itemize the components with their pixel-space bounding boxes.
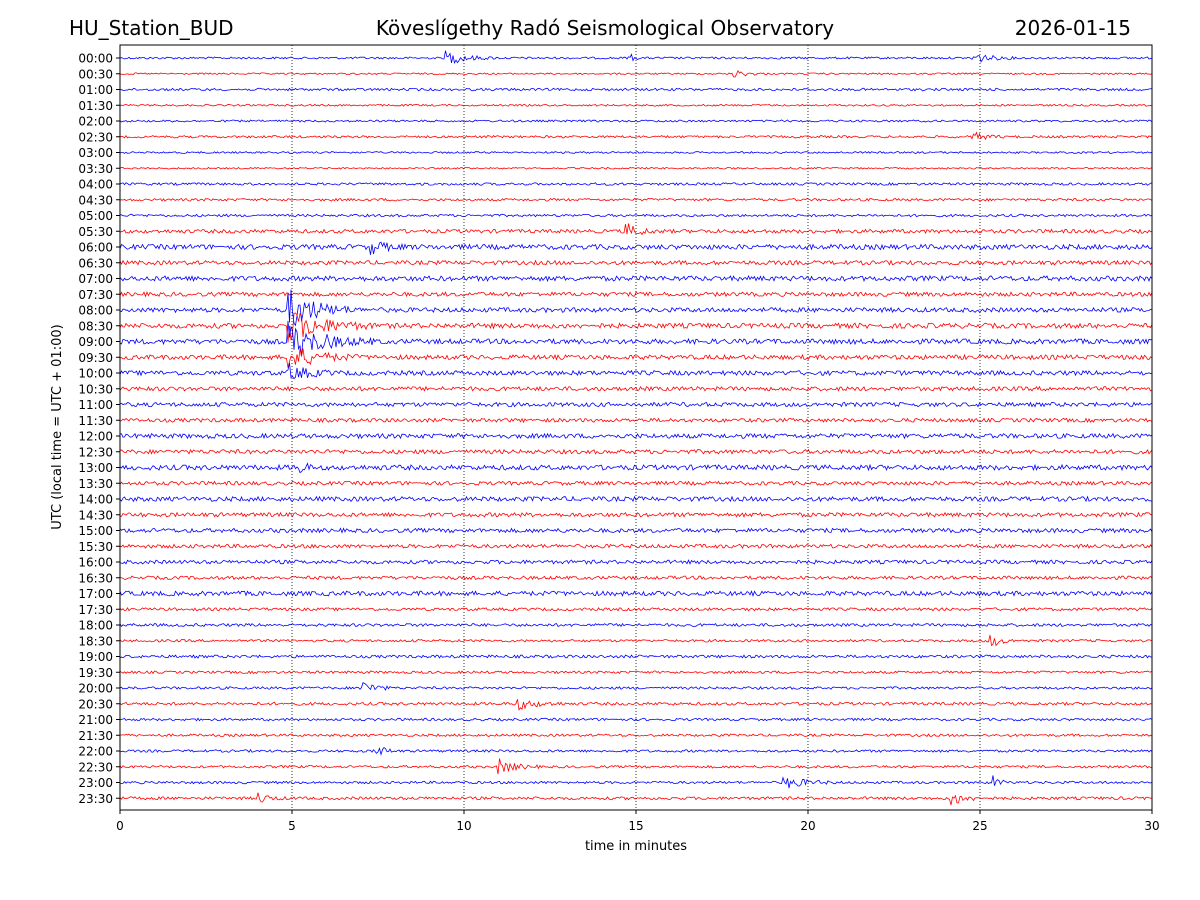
y-tick-label: 16:30 <box>78 571 113 585</box>
trace-1900 <box>119 654 1153 659</box>
trace-0000 <box>119 50 1153 65</box>
y-tick-label: 10:30 <box>78 382 113 396</box>
y-tick-label: 07:30 <box>78 288 113 302</box>
trace-1430 <box>119 511 1152 518</box>
y-tick-label: 17:30 <box>78 603 113 617</box>
y-tick-label: 19:00 <box>78 650 113 664</box>
x-tick-label: 5 <box>288 819 296 833</box>
y-tick-label: 17:00 <box>78 587 113 601</box>
trace-1000 <box>119 362 1153 380</box>
gridline-layer <box>291 45 981 810</box>
trace-0630 <box>119 259 1153 266</box>
y-tick-label: 05:30 <box>78 225 113 239</box>
x-tick-label: 15 <box>628 819 643 833</box>
trace-0430 <box>119 197 1153 202</box>
trace-2100 <box>119 717 1153 722</box>
y-tick-label: 20:30 <box>78 697 113 711</box>
x-tick-label: 20 <box>800 819 815 833</box>
trace-1200 <box>119 432 1153 440</box>
y-tick-label: 18:30 <box>78 634 113 648</box>
y-tick-label: 09:00 <box>78 335 113 349</box>
x-tick-label: 0 <box>116 819 124 833</box>
trace-2000 <box>119 682 1153 691</box>
y-tick-label: 13:00 <box>78 461 113 475</box>
x-tick-label: 25 <box>972 819 987 833</box>
y-tick-label: 10:00 <box>78 367 113 381</box>
date-title: 2026-01-15 <box>1015 16 1131 40</box>
y-tick-label: 00:30 <box>78 67 113 81</box>
y-tick-label: 04:30 <box>78 193 113 207</box>
station-title: HU_Station_BUD <box>69 16 234 40</box>
y-tick-label: 23:00 <box>78 776 113 790</box>
y-tick-label: 14:00 <box>78 493 113 507</box>
y-tick-label: 08:30 <box>78 319 113 333</box>
y-tick-label: 21:00 <box>78 713 113 727</box>
y-tick-label: 06:30 <box>78 256 113 270</box>
y-tick-label: 06:00 <box>78 241 113 255</box>
observatory-title: Köveslígethy Radó Seismological Observat… <box>376 16 834 40</box>
trace-1830 <box>119 634 1153 647</box>
y-tick-label: 14:30 <box>78 508 113 522</box>
x-axis-label: time in minutes <box>585 839 687 854</box>
x-tick-layer: 0 5 10 15 20 25 30 <box>116 810 1160 833</box>
plot-frame <box>119 44 1153 811</box>
trace-0930 <box>119 348 1153 368</box>
trace-1300 <box>119 462 1153 474</box>
y-tick-label: 04:00 <box>78 178 113 192</box>
y-tick-label: 11:00 <box>78 398 113 412</box>
y-tick-label: 01:00 <box>78 83 113 97</box>
trace-0030 <box>119 69 1153 78</box>
y-tick-label: 03:30 <box>78 162 113 176</box>
y-tick-label: 11:30 <box>78 414 113 428</box>
y-tick-label: 15:30 <box>78 540 113 554</box>
x-tick-label: 10 <box>456 819 471 833</box>
y-tick-label: 23:30 <box>78 792 113 806</box>
y-tick-label: 20:00 <box>78 682 113 696</box>
y-tick-label: 19:30 <box>78 666 113 680</box>
y-tick-label: 05:00 <box>78 209 113 223</box>
y-tick-label: 01:30 <box>78 99 113 113</box>
y-tick-label: 12:30 <box>78 445 113 459</box>
y-tick-label: 21:30 <box>78 729 113 743</box>
y-tick-label: 02:00 <box>78 115 113 129</box>
y-tick-label: 18:00 <box>78 619 113 633</box>
y-tick-label: 12:00 <box>78 430 113 444</box>
y-tick-label: 16:00 <box>78 556 113 570</box>
y-tick-label: 03:00 <box>78 146 113 160</box>
y-tick-label: 08:00 <box>78 304 113 318</box>
y-tick-label: 09:30 <box>78 351 113 365</box>
y-tick-label: 07:00 <box>78 272 113 286</box>
x-tick-label: 30 <box>1144 819 1159 833</box>
y-axis-label: UTC (local time = UTC + 01:00) <box>50 324 65 529</box>
trace-layer <box>119 50 1153 806</box>
y-tick-label: 22:30 <box>78 760 113 774</box>
y-tick-label: 22:00 <box>78 745 113 759</box>
y-tick-label: 00:00 <box>78 52 113 66</box>
trace-0900 <box>119 320 1153 356</box>
y-tick-label: 13:30 <box>78 477 113 491</box>
y-tick-label: 15:00 <box>78 524 113 538</box>
trace-0530 <box>119 223 1153 236</box>
y-tick-label: 02:30 <box>78 130 113 144</box>
